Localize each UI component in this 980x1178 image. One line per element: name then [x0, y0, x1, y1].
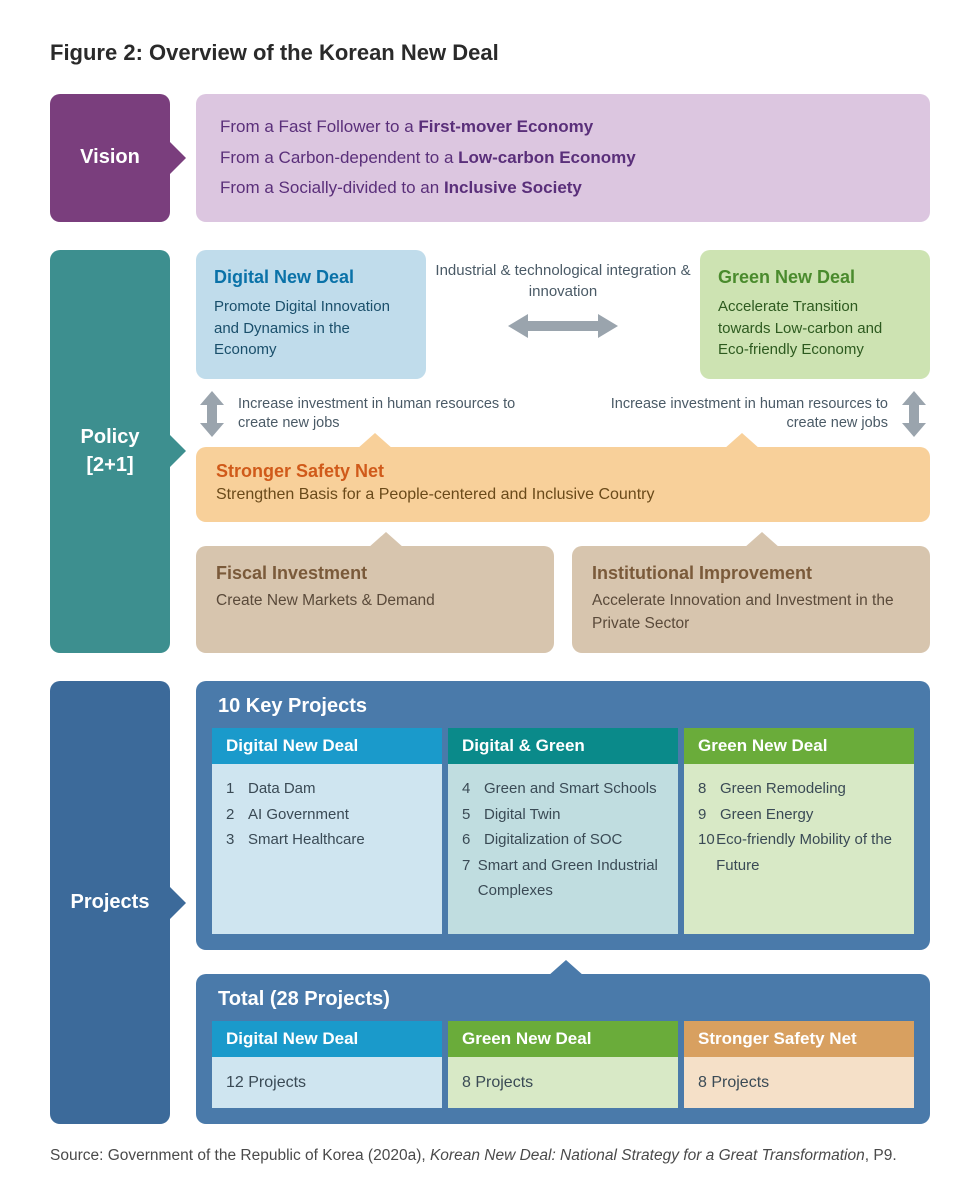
invest-note-right: Increase investment in human resources t…	[578, 391, 930, 437]
project-column-body: 4Green and Smart Schools5Digital Twin6Di…	[448, 764, 678, 934]
project-column-header: Digital & Green	[448, 728, 678, 764]
green-new-deal-box: Green New Deal Accelerate Transition tow…	[700, 250, 930, 379]
vertical-arrow-icon	[898, 391, 930, 437]
vision-line-2: From a Carbon-dependent to a Low-carbon …	[220, 143, 906, 174]
vision-label: Vision	[50, 94, 170, 222]
figure-title: Figure 2: Overview of the Korean New Dea…	[50, 40, 930, 66]
source-citation: Source: Government of the Republic of Ko…	[50, 1144, 930, 1167]
safety-desc: Strengthen Basis for a People-centered a…	[216, 486, 910, 504]
project-item: 4Green and Smart Schools	[462, 776, 664, 802]
total-column-header: Digital New Deal	[212, 1021, 442, 1057]
project-item: 8Green Remodeling	[698, 776, 900, 802]
total-column: Digital New Deal12 Projects	[212, 1021, 442, 1108]
key-projects-heading: 10 Key Projects	[218, 695, 914, 718]
project-column-header: Green New Deal	[684, 728, 914, 764]
invest-note-left: Increase investment in human resources t…	[196, 391, 548, 437]
project-column: Green New Deal8Green Remodeling9Green En…	[684, 728, 914, 934]
project-item: 2AI Government	[226, 802, 428, 828]
project-item: 7Smart and Green Industrial Complexes	[462, 853, 664, 904]
institutional-improvement-box: Institutional Improvement Accelerate Inn…	[572, 546, 930, 653]
key-projects-panel: 10 Key Projects Digital New Deal1Data Da…	[196, 681, 930, 950]
green-desc: Accelerate Transition towards Low-carbon…	[718, 296, 912, 361]
fiscal-desc: Create New Markets & Demand	[216, 590, 534, 612]
policy-row: Policy [2+1] Digital New Deal Promote Di…	[50, 250, 930, 653]
total-column-header: Green New Deal	[448, 1021, 678, 1057]
total-column-value: 8 Projects	[684, 1057, 914, 1108]
total-column: Green New Deal8 Projects	[448, 1021, 678, 1108]
safety-title: Stronger Safety Net	[216, 461, 910, 482]
fiscal-investment-box: Fiscal Investment Create New Markets & D…	[196, 546, 554, 653]
vision-line-3: From a Socially-divided to an Inclusive …	[220, 173, 906, 204]
digital-desc: Promote Digital Innovation and Dynamics …	[214, 296, 408, 361]
projects-row: Projects 10 Key Projects Digital New Dea…	[50, 681, 930, 1124]
project-column-body: 1Data Dam2AI Government3Smart Healthcare	[212, 764, 442, 934]
total-projects-heading: Total (28 Projects)	[218, 988, 914, 1011]
institutional-desc: Accelerate Innovation and Investment in …	[592, 590, 910, 635]
institutional-title: Institutional Improvement	[592, 560, 910, 586]
projects-label: Projects	[50, 681, 170, 1124]
project-item: 9Green Energy	[698, 802, 900, 828]
project-item: 3Smart Healthcare	[226, 827, 428, 853]
policy-label: Policy [2+1]	[50, 250, 170, 653]
total-column-header: Stronger Safety Net	[684, 1021, 914, 1057]
vertical-arrow-icon	[196, 391, 228, 437]
project-column-header: Digital New Deal	[212, 728, 442, 764]
safety-net-box: Stronger Safety Net Strengthen Basis for…	[196, 447, 930, 522]
horizontal-arrow-icon	[434, 312, 692, 346]
digital-new-deal-box: Digital New Deal Promote Digital Innovat…	[196, 250, 426, 379]
vision-row: Vision From a Fast Follower to a First-m…	[50, 94, 930, 222]
total-column-value: 12 Projects	[212, 1057, 442, 1108]
project-item: 5Digital Twin	[462, 802, 664, 828]
project-item: 6Digitalization of SOC	[462, 827, 664, 853]
fiscal-title: Fiscal Investment	[216, 560, 534, 586]
total-column: Stronger Safety Net8 Projects	[684, 1021, 914, 1108]
project-column: Digital New Deal1Data Dam2AI Government3…	[212, 728, 442, 934]
project-item: 1Data Dam	[226, 776, 428, 802]
project-column: Digital & Green4Green and Smart Schools5…	[448, 728, 678, 934]
integration-text: Industrial & technological integration &…	[426, 250, 700, 346]
project-item: 10Eco-friendly Mobility of the Future	[698, 827, 900, 878]
vision-line-1: From a Fast Follower to a First-mover Ec…	[220, 112, 906, 143]
digital-title: Digital New Deal	[214, 264, 408, 290]
total-projects-panel: Total (28 Projects) Digital New Deal12 P…	[196, 974, 930, 1124]
green-title: Green New Deal	[718, 264, 912, 290]
project-column-body: 8Green Remodeling9Green Energy10Eco-frie…	[684, 764, 914, 934]
vision-box: From a Fast Follower to a First-mover Ec…	[196, 94, 930, 222]
total-column-value: 8 Projects	[448, 1057, 678, 1108]
